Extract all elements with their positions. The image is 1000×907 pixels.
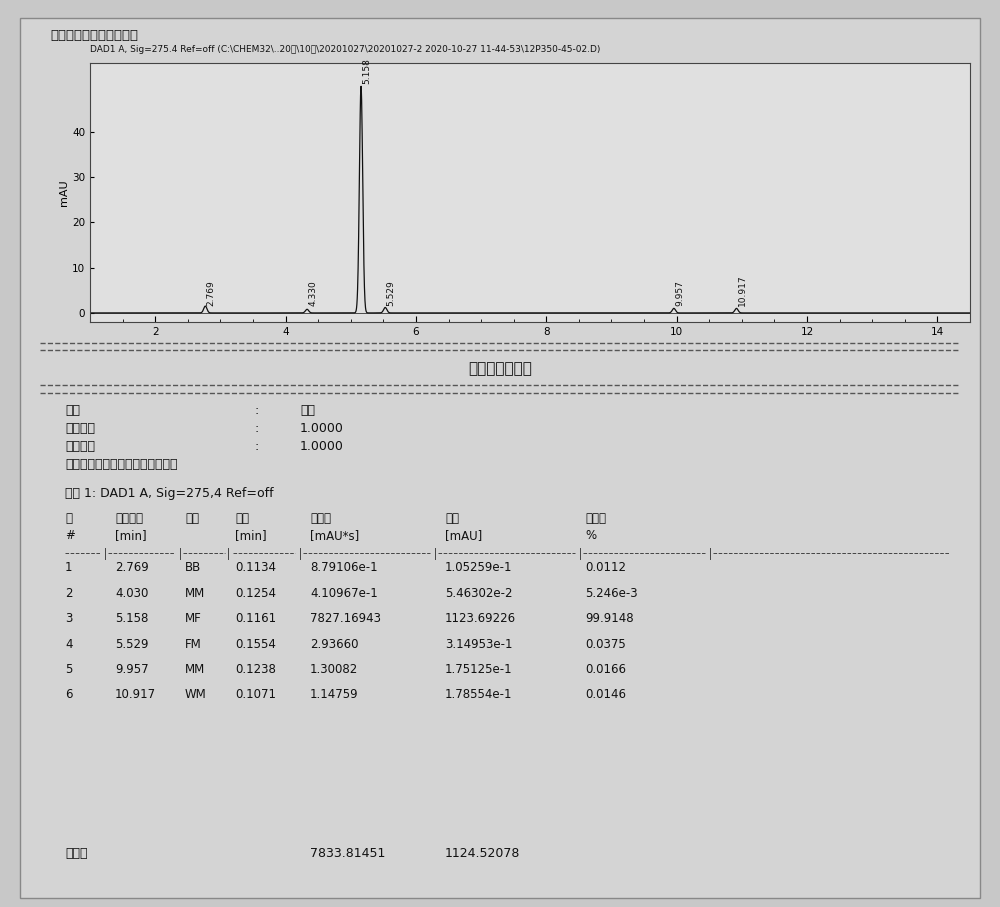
Text: 1.05259e-1: 1.05259e-1 [445, 561, 512, 574]
Text: 0.1554: 0.1554 [235, 638, 276, 650]
Text: :: : [255, 404, 259, 416]
Text: %: % [585, 529, 596, 541]
Text: 内示中不使用乘积因子和稀释因子: 内示中不使用乘积因子和稀释因子 [65, 458, 178, 471]
Text: 3.14953e-1: 3.14953e-1 [445, 638, 512, 650]
Text: 稀释因子: 稀释因子 [65, 440, 95, 453]
Y-axis label: mAU: mAU [59, 180, 69, 206]
Text: FM: FM [185, 638, 202, 650]
Text: 面积百分比报告: 面积百分比报告 [468, 361, 532, 375]
Text: [mAU]: [mAU] [445, 529, 482, 541]
Text: 2: 2 [65, 587, 72, 600]
Text: 5.529: 5.529 [115, 638, 148, 650]
Text: 4.330: 4.330 [308, 280, 317, 306]
Text: 2.93660: 2.93660 [310, 638, 358, 650]
Text: 1: 1 [65, 561, 72, 574]
Text: DAD1 A, Sig=275.4 Ref=off (C:\CHEM32\..20年\10月\20201027\20201027-2 2020-10-27 11: DAD1 A, Sig=275.4 Ref=off (C:\CHEM32\..2… [90, 44, 600, 54]
Text: 5.158: 5.158 [115, 612, 148, 625]
Text: 0.0112: 0.0112 [585, 561, 626, 574]
Text: 峻面积: 峻面积 [585, 512, 606, 524]
Text: 峻面积: 峻面积 [310, 512, 331, 524]
Text: MM: MM [185, 587, 205, 600]
Text: 0.0375: 0.0375 [585, 638, 626, 650]
Text: 2.769: 2.769 [115, 561, 149, 574]
Text: [min]: [min] [235, 529, 267, 541]
Text: 峻宽: 峻宽 [235, 512, 249, 524]
Text: 5.529: 5.529 [387, 280, 396, 306]
Text: 5.158: 5.158 [362, 58, 371, 83]
Text: [min]: [min] [115, 529, 147, 541]
Text: 峻: 峻 [65, 512, 72, 524]
Text: 峻高: 峻高 [445, 512, 459, 524]
Text: 9.957: 9.957 [675, 280, 684, 306]
Text: :: : [255, 440, 259, 453]
Text: 1.75125e-1: 1.75125e-1 [445, 663, 513, 676]
Text: 4.030: 4.030 [115, 587, 148, 600]
Text: 1.0000: 1.0000 [300, 440, 344, 453]
Text: MF: MF [185, 612, 202, 625]
Text: WM: WM [185, 688, 207, 701]
Text: 排序: 排序 [65, 404, 80, 416]
Text: 1123.69226: 1123.69226 [445, 612, 516, 625]
Text: [mAU*s]: [mAU*s] [310, 529, 359, 541]
Text: 10.917: 10.917 [738, 275, 747, 306]
Text: 0.1238: 0.1238 [235, 663, 276, 676]
Text: 99.9148: 99.9148 [585, 612, 634, 625]
Text: 0.0146: 0.0146 [585, 688, 626, 701]
Text: 信号: 信号 [300, 404, 315, 416]
Text: 5: 5 [65, 663, 72, 676]
Text: 1.14759: 1.14759 [310, 688, 359, 701]
Text: 1.30082: 1.30082 [310, 663, 358, 676]
Text: 类型: 类型 [185, 512, 199, 524]
Text: 0.1161: 0.1161 [235, 612, 276, 625]
Text: 0.1071: 0.1071 [235, 688, 276, 701]
Text: 保留时间: 保留时间 [115, 512, 143, 524]
Text: 总量：: 总量： [65, 847, 88, 860]
Text: 7827.16943: 7827.16943 [310, 612, 381, 625]
Text: 4: 4 [65, 638, 72, 650]
Text: 7833.81451: 7833.81451 [310, 847, 385, 860]
Text: 1.78554e-1: 1.78554e-1 [445, 688, 512, 701]
Text: 5.246e-3: 5.246e-3 [585, 587, 638, 600]
Text: 5.46302e-2: 5.46302e-2 [445, 587, 512, 600]
Text: 0.1134: 0.1134 [235, 561, 276, 574]
Text: BB: BB [185, 561, 201, 574]
Text: 8.79106e-1: 8.79106e-1 [310, 561, 378, 574]
Text: 附加信息：峰被手动积分: 附加信息：峰被手动积分 [50, 29, 138, 42]
Text: 10.917: 10.917 [115, 688, 156, 701]
Text: 0.0166: 0.0166 [585, 663, 626, 676]
Text: 2.769: 2.769 [207, 280, 216, 306]
Text: 4.10967e-1: 4.10967e-1 [310, 587, 378, 600]
Text: #: # [65, 529, 75, 541]
Text: 乘积因子: 乘积因子 [65, 422, 95, 434]
Text: :: : [255, 422, 259, 434]
Text: MM: MM [185, 663, 205, 676]
Text: 6: 6 [65, 688, 72, 701]
Text: 1.0000: 1.0000 [300, 422, 344, 434]
Text: 信号 1: DAD1 A, Sig=275,4 Ref=off: 信号 1: DAD1 A, Sig=275,4 Ref=off [65, 487, 274, 500]
Text: 3: 3 [65, 612, 72, 625]
Text: 1124.52078: 1124.52078 [445, 847, 520, 860]
Text: 0.1254: 0.1254 [235, 587, 276, 600]
Text: 9.957: 9.957 [115, 663, 149, 676]
